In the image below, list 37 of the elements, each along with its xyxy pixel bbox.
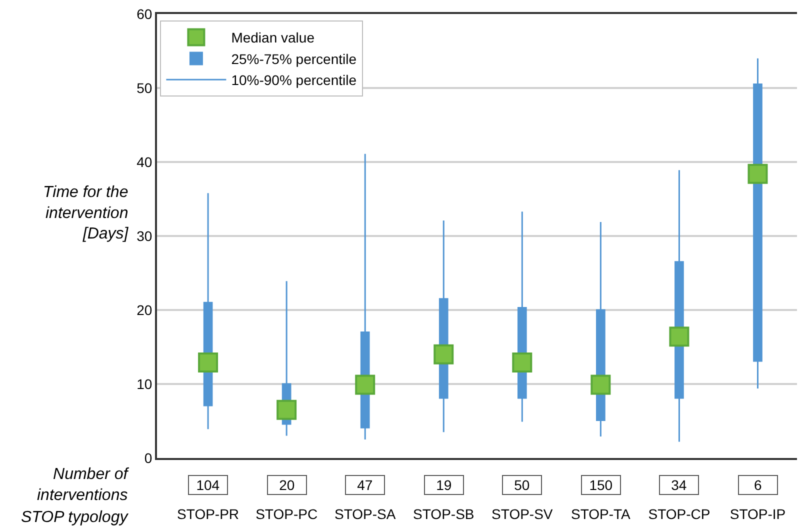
x-tick-label: STOP-IP (730, 506, 786, 522)
text: 6 (754, 477, 762, 493)
x-tick-label: STOP-PR (177, 506, 240, 522)
text: 19 (436, 477, 452, 493)
point (512, 352, 532, 373)
point (434, 344, 454, 364)
y-tick-label: 20 (136, 302, 152, 318)
text: 104 (196, 477, 220, 493)
y-tick-label: 50 (136, 80, 152, 96)
y-tick-label: 30 (136, 228, 152, 244)
x-tick-label: STOP-CP (648, 506, 710, 522)
text: 34 (671, 477, 687, 493)
annotation: 10%-90% percentile (231, 72, 357, 88)
point (669, 326, 690, 347)
y-tick-label: 60 (136, 6, 152, 22)
x-tick-label: STOP-SB (413, 506, 474, 522)
legend-label: 25%-75% percentile (231, 50, 357, 67)
text: 50 (514, 477, 530, 493)
point (198, 352, 218, 373)
x-tick-label: STOP-TA (570, 506, 632, 522)
x-tick-label: STOP-SV (492, 506, 554, 522)
point (355, 374, 376, 395)
y-axis-title: Time for the intervention [Days] (43, 184, 129, 243)
text: 47 (357, 477, 373, 493)
text: Number of interventions (37, 466, 130, 504)
y-tick-label: 0 (144, 450, 152, 466)
y-tick-label: 40 (136, 154, 152, 170)
point (748, 164, 768, 184)
text: 20 (279, 477, 295, 493)
point (590, 374, 611, 395)
y-tick-label: 10 (136, 376, 152, 392)
legend-label: Median value (231, 30, 315, 46)
x-tick-label: STOP-PC (256, 506, 318, 522)
x-axis-title: STOP typology (21, 509, 129, 526)
text: 150 (589, 477, 613, 493)
x-tick-label: STOP-SA (334, 506, 396, 522)
point (276, 400, 297, 420)
